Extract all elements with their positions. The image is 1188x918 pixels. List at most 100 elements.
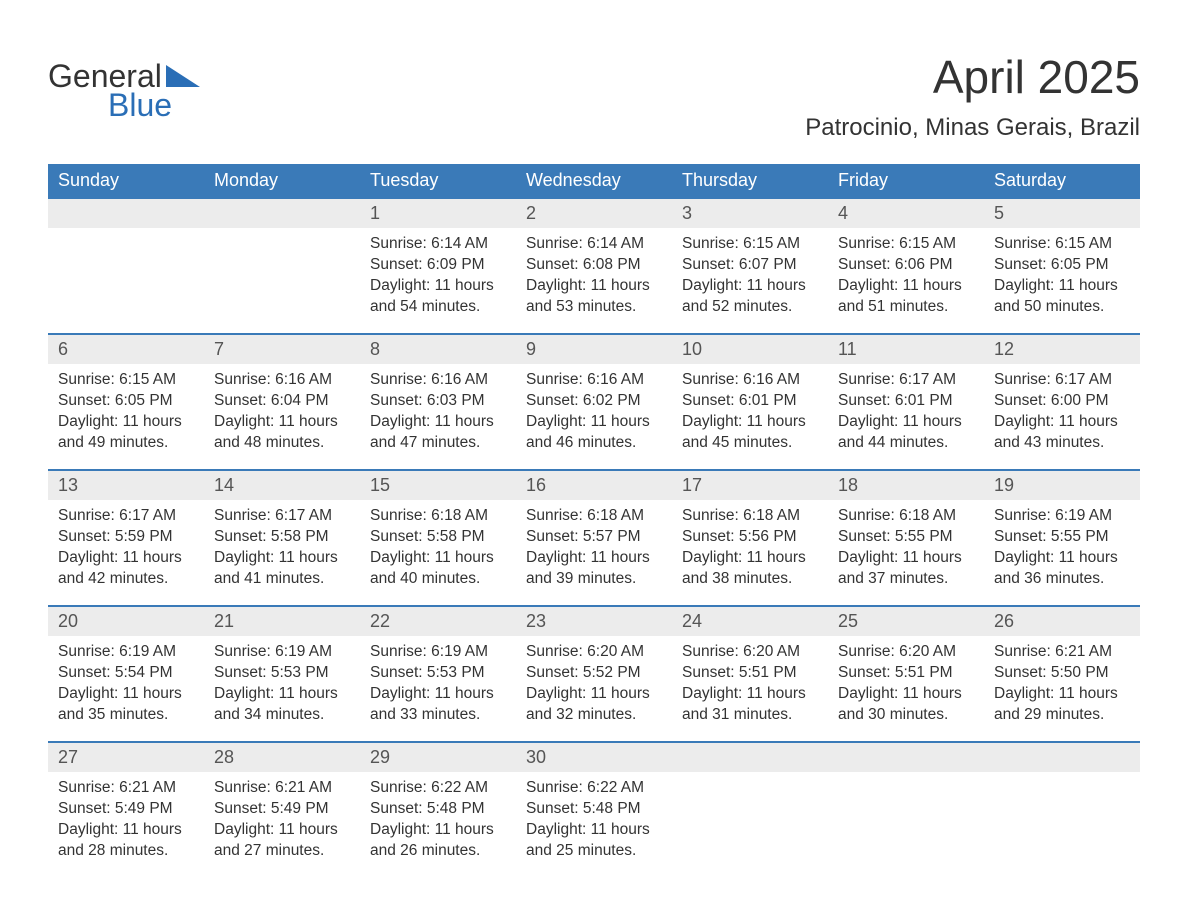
sunrise-text: Sunrise: 6:19 AM bbox=[58, 642, 194, 663]
day-number-cell: 14 bbox=[204, 470, 360, 500]
day-body bbox=[48, 228, 204, 248]
sunrise-text: Sunrise: 6:18 AM bbox=[838, 506, 974, 527]
day-body-row: Sunrise: 6:17 AMSunset: 5:59 PMDaylight:… bbox=[48, 500, 1140, 606]
day-cell: Sunrise: 6:20 AMSunset: 5:51 PMDaylight:… bbox=[828, 636, 984, 742]
day-body: Sunrise: 6:14 AMSunset: 6:08 PMDaylight:… bbox=[516, 228, 672, 332]
sunset-text: Sunset: 6:01 PM bbox=[682, 391, 818, 412]
sunrise-text: Sunrise: 6:17 AM bbox=[994, 370, 1130, 391]
day-cell: Sunrise: 6:21 AMSunset: 5:49 PMDaylight:… bbox=[48, 772, 204, 882]
day-body: Sunrise: 6:15 AMSunset: 6:05 PMDaylight:… bbox=[984, 228, 1140, 332]
sunset-text: Sunset: 6:04 PM bbox=[214, 391, 350, 412]
day-number-cell: 6 bbox=[48, 334, 204, 364]
sunset-text: Sunset: 5:58 PM bbox=[214, 527, 350, 548]
day-number-cell: 27 bbox=[48, 742, 204, 772]
day-cell: Sunrise: 6:18 AMSunset: 5:56 PMDaylight:… bbox=[672, 500, 828, 606]
daylight-text: Daylight: 11 hours and 25 minutes. bbox=[526, 820, 662, 862]
day-cell: Sunrise: 6:16 AMSunset: 6:03 PMDaylight:… bbox=[360, 364, 516, 470]
sunset-text: Sunset: 5:49 PM bbox=[58, 799, 194, 820]
day-number: 27 bbox=[48, 743, 204, 772]
day-body bbox=[672, 772, 828, 792]
day-body: Sunrise: 6:16 AMSunset: 6:02 PMDaylight:… bbox=[516, 364, 672, 468]
daylight-text: Daylight: 11 hours and 26 minutes. bbox=[370, 820, 506, 862]
day-body: Sunrise: 6:17 AMSunset: 5:58 PMDaylight:… bbox=[204, 500, 360, 604]
day-cell: Sunrise: 6:19 AMSunset: 5:54 PMDaylight:… bbox=[48, 636, 204, 742]
daylight-text: Daylight: 11 hours and 52 minutes. bbox=[682, 276, 818, 318]
sunset-text: Sunset: 6:05 PM bbox=[58, 391, 194, 412]
daylight-text: Daylight: 11 hours and 31 minutes. bbox=[682, 684, 818, 726]
day-body: Sunrise: 6:16 AMSunset: 6:03 PMDaylight:… bbox=[360, 364, 516, 468]
day-body: Sunrise: 6:15 AMSunset: 6:05 PMDaylight:… bbox=[48, 364, 204, 468]
day-number-cell bbox=[828, 742, 984, 772]
daylight-text: Daylight: 11 hours and 41 minutes. bbox=[214, 548, 350, 590]
sunset-text: Sunset: 5:54 PM bbox=[58, 663, 194, 684]
day-body: Sunrise: 6:18 AMSunset: 5:56 PMDaylight:… bbox=[672, 500, 828, 604]
sunrise-text: Sunrise: 6:19 AM bbox=[994, 506, 1130, 527]
day-cell: Sunrise: 6:17 AMSunset: 6:01 PMDaylight:… bbox=[828, 364, 984, 470]
day-number-row: 13141516171819 bbox=[48, 470, 1140, 500]
day-number: 29 bbox=[360, 743, 516, 772]
daylight-text: Daylight: 11 hours and 27 minutes. bbox=[214, 820, 350, 862]
daylight-text: Daylight: 11 hours and 50 minutes. bbox=[994, 276, 1130, 318]
sunrise-text: Sunrise: 6:15 AM bbox=[994, 234, 1130, 255]
day-body-row: Sunrise: 6:14 AMSunset: 6:09 PMDaylight:… bbox=[48, 228, 1140, 334]
day-number bbox=[672, 743, 828, 751]
daylight-text: Daylight: 11 hours and 51 minutes. bbox=[838, 276, 974, 318]
sunset-text: Sunset: 5:56 PM bbox=[682, 527, 818, 548]
day-cell: Sunrise: 6:15 AMSunset: 6:07 PMDaylight:… bbox=[672, 228, 828, 334]
daylight-text: Daylight: 11 hours and 37 minutes. bbox=[838, 548, 974, 590]
day-cell: Sunrise: 6:18 AMSunset: 5:55 PMDaylight:… bbox=[828, 500, 984, 606]
day-number-cell: 2 bbox=[516, 198, 672, 228]
day-number-row: 20212223242526 bbox=[48, 606, 1140, 636]
sunrise-text: Sunrise: 6:14 AM bbox=[370, 234, 506, 255]
day-number: 17 bbox=[672, 471, 828, 500]
sunset-text: Sunset: 6:06 PM bbox=[838, 255, 974, 276]
sunrise-text: Sunrise: 6:17 AM bbox=[214, 506, 350, 527]
day-body: Sunrise: 6:20 AMSunset: 5:52 PMDaylight:… bbox=[516, 636, 672, 740]
daylight-text: Daylight: 11 hours and 36 minutes. bbox=[994, 548, 1130, 590]
sunrise-text: Sunrise: 6:16 AM bbox=[526, 370, 662, 391]
day-number: 9 bbox=[516, 335, 672, 364]
day-number-cell: 16 bbox=[516, 470, 672, 500]
logo-word2: Blue bbox=[108, 87, 200, 124]
day-number-cell: 5 bbox=[984, 198, 1140, 228]
sunrise-text: Sunrise: 6:18 AM bbox=[370, 506, 506, 527]
day-number: 11 bbox=[828, 335, 984, 364]
sunset-text: Sunset: 5:55 PM bbox=[994, 527, 1130, 548]
sunrise-text: Sunrise: 6:22 AM bbox=[526, 778, 662, 799]
day-cell: Sunrise: 6:17 AMSunset: 5:59 PMDaylight:… bbox=[48, 500, 204, 606]
day-cell bbox=[48, 228, 204, 334]
day-cell: Sunrise: 6:16 AMSunset: 6:01 PMDaylight:… bbox=[672, 364, 828, 470]
day-cell: Sunrise: 6:16 AMSunset: 6:02 PMDaylight:… bbox=[516, 364, 672, 470]
day-number-cell bbox=[48, 198, 204, 228]
day-body: Sunrise: 6:19 AMSunset: 5:55 PMDaylight:… bbox=[984, 500, 1140, 604]
day-number-cell: 15 bbox=[360, 470, 516, 500]
daylight-text: Daylight: 11 hours and 33 minutes. bbox=[370, 684, 506, 726]
daylight-text: Daylight: 11 hours and 47 minutes. bbox=[370, 412, 506, 454]
day-cell: Sunrise: 6:18 AMSunset: 5:58 PMDaylight:… bbox=[360, 500, 516, 606]
day-body: Sunrise: 6:20 AMSunset: 5:51 PMDaylight:… bbox=[828, 636, 984, 740]
day-number bbox=[984, 743, 1140, 751]
day-number-cell: 28 bbox=[204, 742, 360, 772]
sunset-text: Sunset: 6:01 PM bbox=[838, 391, 974, 412]
daylight-text: Daylight: 11 hours and 43 minutes. bbox=[994, 412, 1130, 454]
day-number-cell: 8 bbox=[360, 334, 516, 364]
sunset-text: Sunset: 6:03 PM bbox=[370, 391, 506, 412]
day-number-cell: 29 bbox=[360, 742, 516, 772]
day-number: 3 bbox=[672, 199, 828, 228]
day-cell: Sunrise: 6:21 AMSunset: 5:50 PMDaylight:… bbox=[984, 636, 1140, 742]
day-number-cell: 13 bbox=[48, 470, 204, 500]
sunset-text: Sunset: 5:48 PM bbox=[370, 799, 506, 820]
day-number-cell: 9 bbox=[516, 334, 672, 364]
day-cell: Sunrise: 6:22 AMSunset: 5:48 PMDaylight:… bbox=[516, 772, 672, 882]
day-number-cell: 25 bbox=[828, 606, 984, 636]
day-body: Sunrise: 6:21 AMSunset: 5:49 PMDaylight:… bbox=[48, 772, 204, 876]
daylight-text: Daylight: 11 hours and 40 minutes. bbox=[370, 548, 506, 590]
day-number: 23 bbox=[516, 607, 672, 636]
daylight-text: Daylight: 11 hours and 30 minutes. bbox=[838, 684, 974, 726]
sunrise-text: Sunrise: 6:20 AM bbox=[838, 642, 974, 663]
day-body bbox=[984, 772, 1140, 792]
day-number: 7 bbox=[204, 335, 360, 364]
sunrise-text: Sunrise: 6:18 AM bbox=[526, 506, 662, 527]
day-number-cell bbox=[204, 198, 360, 228]
day-cell: Sunrise: 6:20 AMSunset: 5:51 PMDaylight:… bbox=[672, 636, 828, 742]
